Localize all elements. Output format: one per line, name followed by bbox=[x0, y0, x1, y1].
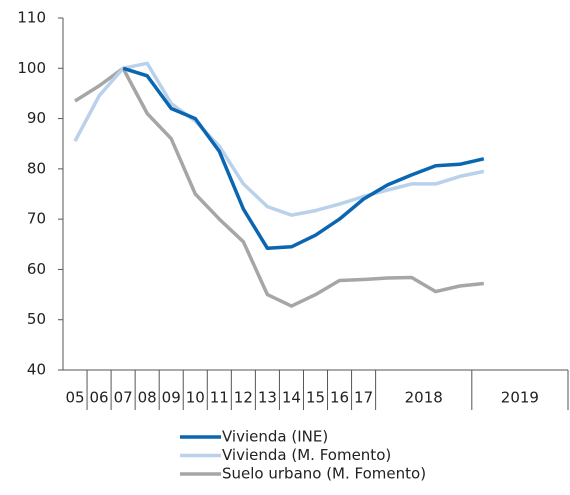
y-tick-label: 110 bbox=[17, 9, 46, 27]
legend-label: Suelo urbano (M. Fomento) bbox=[222, 465, 426, 483]
x-tick-label: 10 bbox=[186, 389, 205, 407]
y-tick-label: 60 bbox=[27, 260, 46, 278]
x-tick-label: 11 bbox=[210, 389, 229, 407]
y-tick-label: 80 bbox=[27, 159, 46, 177]
y-tick-label: 70 bbox=[27, 210, 46, 228]
y-tick-label: 50 bbox=[27, 310, 46, 328]
y-tick-label: 100 bbox=[17, 59, 46, 77]
x-tick-label: 15 bbox=[306, 389, 325, 407]
x-tick-label: 14 bbox=[282, 389, 301, 407]
series-line bbox=[74, 66, 484, 308]
x-tick-label: 09 bbox=[162, 389, 181, 407]
series-line bbox=[73, 61, 485, 217]
x-group-label: 2018 bbox=[405, 389, 443, 407]
x-tick-label: 06 bbox=[90, 389, 109, 407]
legend-label: Vivienda (INE) bbox=[222, 428, 328, 446]
x-tick-label: 08 bbox=[138, 389, 157, 407]
x-tick-label: 05 bbox=[65, 389, 84, 407]
x-tick-label: 13 bbox=[258, 389, 277, 407]
y-tick-label: 40 bbox=[27, 361, 46, 379]
series-line bbox=[122, 66, 485, 251]
x-tick-label: 17 bbox=[354, 389, 373, 407]
legend-label: Vivienda (M. Fomento) bbox=[222, 446, 391, 464]
x-tick-label: 07 bbox=[114, 389, 133, 407]
y-tick-label: 90 bbox=[27, 109, 46, 127]
x-tick-label: 12 bbox=[234, 389, 253, 407]
x-group-label: 2019 bbox=[501, 389, 539, 407]
x-tick-label: 16 bbox=[330, 389, 349, 407]
